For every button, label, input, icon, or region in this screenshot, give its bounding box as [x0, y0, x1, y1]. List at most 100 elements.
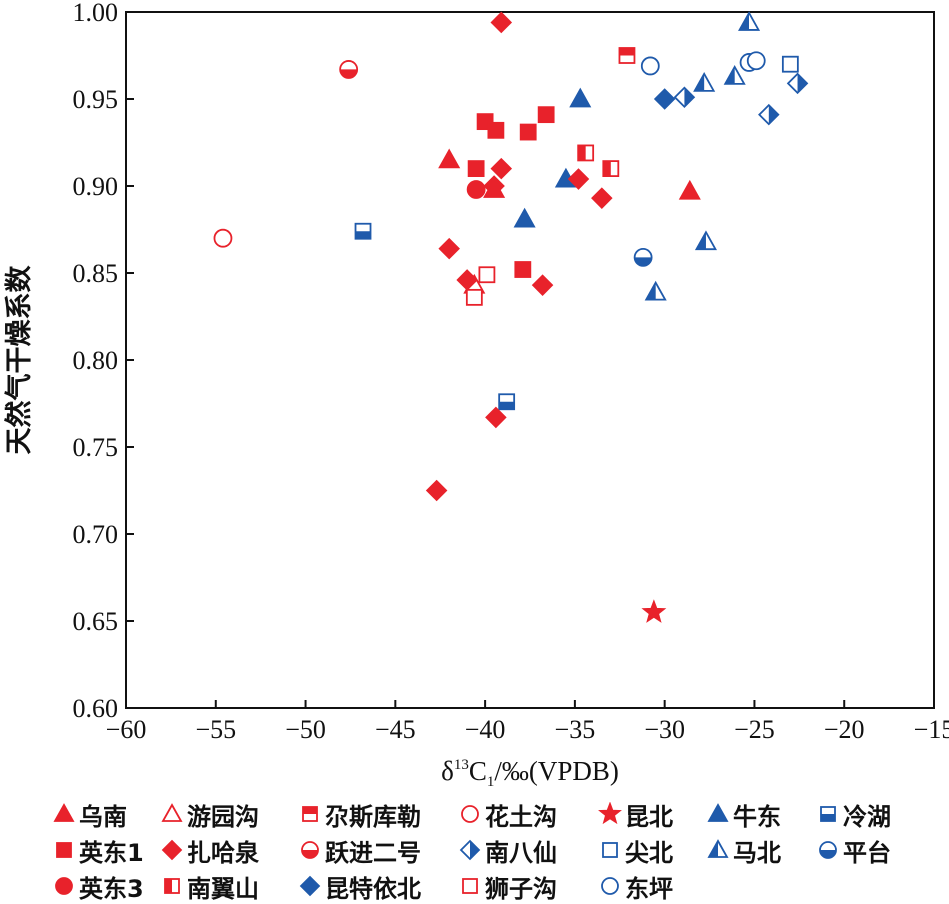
- legend-label: 游园沟: [187, 802, 259, 831]
- legend-label: 昆北: [625, 802, 673, 831]
- legend-marker-icon: [301, 841, 319, 859]
- data-point: [514, 261, 532, 278]
- legend-marker: [707, 803, 729, 822]
- legend-item: 南翼山: [160, 869, 298, 904]
- data-point: [567, 168, 590, 190]
- data-points: [213, 11, 809, 623]
- x-axis-title-main: δ: [441, 756, 454, 786]
- data-point: [673, 86, 696, 109]
- legend-marker: [707, 839, 729, 858]
- legend-label: 尕斯库勒: [325, 802, 421, 831]
- x-tick-label: −15: [914, 715, 949, 744]
- legend-item: 尕斯库勒: [298, 797, 458, 832]
- data-point: [786, 72, 809, 95]
- x-tick-label: −35: [555, 715, 596, 744]
- legend-marker-icon: [164, 878, 180, 894]
- legend-item: 游园沟: [160, 797, 298, 832]
- y-tick-label: 0.80: [73, 346, 119, 375]
- legend-label: 南八仙: [485, 838, 557, 867]
- legend-item: 花土沟: [458, 797, 598, 832]
- legend-item: 狮子沟: [458, 869, 598, 904]
- legend-item: 英东1: [52, 833, 160, 868]
- legend-label: 花土沟: [485, 802, 557, 831]
- legend-label: 英东3: [79, 874, 144, 903]
- x-axis-title-rest: /‰(VPDB): [494, 756, 619, 786]
- legend-label: 冷湖: [843, 802, 891, 831]
- data-point: [513, 207, 536, 228]
- data-point: [467, 160, 485, 178]
- legend-label: 狮子沟: [485, 874, 557, 903]
- legend-row: 英东1 扎哈泉 跃进二号 南八仙 尖北 马北 平台: [52, 832, 932, 868]
- plot-frame: [125, 11, 935, 709]
- data-point: [487, 121, 505, 139]
- legend-item: 英东3: [52, 869, 160, 904]
- legend-row: 乌南 游园沟 尕斯库勒 花土沟 昆北 牛东 冷湖: [52, 796, 932, 832]
- legend-label: 昆特依北: [325, 874, 421, 903]
- data-point: [653, 88, 676, 110]
- axis-ticks: −60 −55 −50 −45 −40 −35 −30 −25 −20 −15 0.60 0.65 0.…: [73, 0, 949, 744]
- data-point: [425, 479, 448, 502]
- legend-label: 南翼山: [187, 874, 259, 903]
- data-point: [466, 180, 486, 199]
- y-tick-label: 0.90: [73, 172, 119, 201]
- data-point: [678, 179, 701, 200]
- x-tick-label: −60: [106, 715, 147, 744]
- data-point: [723, 65, 746, 85]
- legend-marker: [819, 841, 837, 859]
- legend-item: 马北: [706, 833, 816, 868]
- data-point: [213, 228, 233, 248]
- legend-marker-icon: [598, 802, 622, 825]
- legend-marker-icon: [161, 839, 183, 861]
- legend-marker: [459, 839, 481, 861]
- legend-marker-icon: [819, 841, 837, 859]
- data-point: [537, 106, 555, 124]
- legend-marker-icon: [462, 878, 478, 894]
- x-tick-label: −30: [644, 715, 685, 744]
- data-point: [354, 222, 372, 240]
- data-point: [694, 230, 717, 251]
- legend-label: 乌南: [79, 802, 127, 831]
- x-tick-label: −25: [734, 715, 775, 744]
- x-tick-label: −55: [195, 715, 236, 744]
- legend-label: 扎哈泉: [187, 838, 259, 867]
- data-point: [465, 288, 483, 306]
- y-tick-label: 0.85: [73, 259, 119, 288]
- legend-marker: [53, 803, 75, 822]
- legend-row: 英东3 南翼山 昆特依北 狮子沟 东坪: [52, 868, 932, 904]
- legend-marker: [161, 839, 183, 861]
- y-tick-label: 0.95: [73, 85, 119, 114]
- legend-marker: [461, 805, 479, 823]
- data-point: [746, 51, 766, 71]
- legend-item: 乌南: [52, 797, 160, 832]
- legend-item: 跃进二号: [298, 833, 458, 868]
- x-tick-label: −20: [824, 715, 865, 744]
- x-axis-title-sup: 13: [454, 757, 469, 773]
- x-axis-title-base: C: [469, 756, 487, 786]
- y-tick-label: 0.75: [73, 433, 119, 462]
- legend-item: 冷湖: [816, 797, 906, 832]
- legend-label: 跃进二号: [325, 838, 421, 867]
- data-point: [438, 237, 460, 260]
- legend-item: 平台: [816, 833, 906, 868]
- data-point: [591, 187, 613, 209]
- legend-marker-icon: [602, 842, 618, 858]
- x-axis-title-sub: 1: [487, 774, 495, 790]
- data-point: [478, 266, 496, 284]
- legend-marker-icon: [707, 803, 729, 822]
- data-point: [438, 148, 461, 169]
- legend-marker: [164, 878, 180, 894]
- legend-item: 东坪: [598, 869, 706, 904]
- chart-legend: 乌南 游园沟 尕斯库勒 花土沟 昆北 牛东 冷湖 英东1 扎哈泉 跃进二号 南八仙 尖北 马北 平台 英东3…: [52, 796, 932, 904]
- y-tick-label: 1.00: [73, 0, 119, 27]
- legend-marker-icon: [53, 803, 75, 822]
- legend-marker: [161, 803, 183, 822]
- legend-marker: [601, 877, 619, 895]
- x-tick-label: −50: [285, 715, 326, 744]
- legend-label: 英东1: [79, 838, 144, 867]
- data-point: [641, 599, 667, 623]
- data-point: [483, 175, 505, 197]
- legend-marker: [301, 841, 319, 859]
- data-point: [602, 160, 620, 178]
- data-point: [339, 60, 359, 79]
- y-tick-label: 0.65: [73, 607, 119, 636]
